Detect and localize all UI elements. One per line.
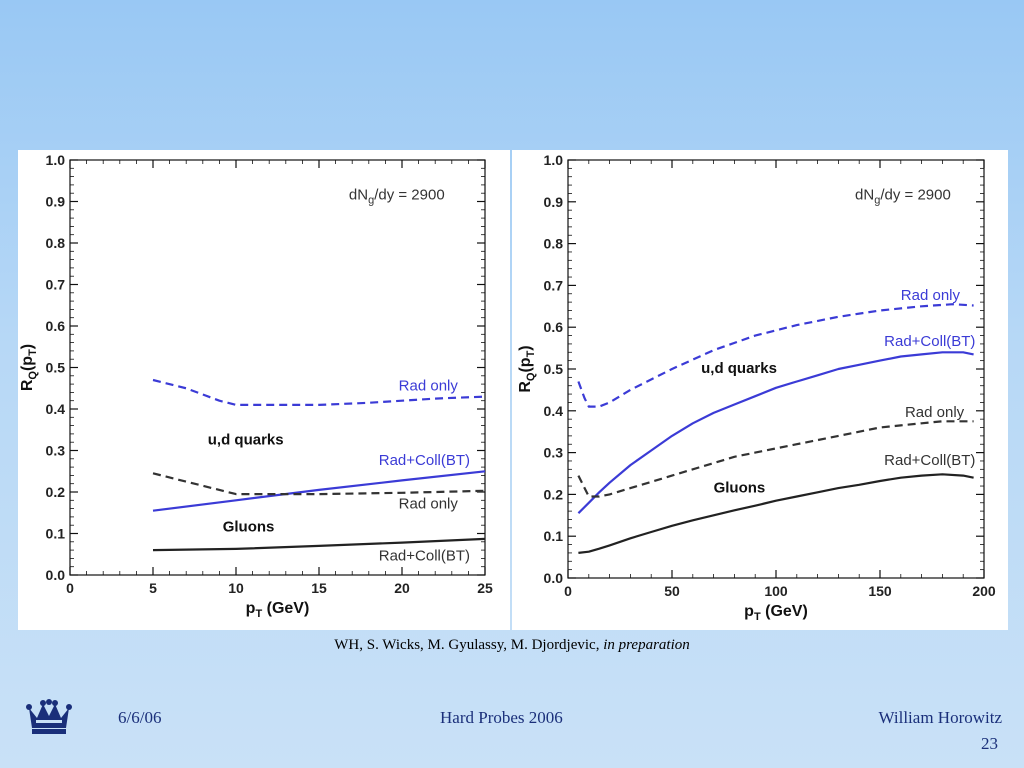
footer-conference: Hard Probes 2006	[440, 708, 563, 727]
chart-annotation: Rad only	[399, 496, 459, 513]
x-tick-label: 50	[664, 583, 680, 599]
y-axis-title: RQ(pT)	[19, 344, 39, 391]
footer-page-number: 23	[981, 734, 998, 753]
y-tick-label: 0.2	[544, 486, 564, 502]
y-tick-label: 0.4	[544, 403, 564, 419]
x-tick-label: 0	[564, 583, 572, 599]
gluons-rad-only-line	[152, 472, 486, 496]
quarks-rad-only-line	[152, 378, 486, 406]
y-tick-label: 0.1	[544, 528, 564, 544]
chart-annotation: dNg/dy = 2900	[855, 187, 951, 207]
left-chart: 0.0 0.1 0.2 0.3 0.4 0.5 0.6 0.7 0.8 0.9 1.0 0 5 10 15 2…	[19, 152, 493, 620]
chart-annotation: Rad+Coll(BT)	[884, 333, 975, 350]
right-plot-panel: 0.0 0.1 0.2 0.3 0.4 0.5 0.6 0.7 0.8 0.9 1.0 0 50 100 1…	[512, 150, 1008, 630]
crown-icon	[26, 699, 72, 734]
x-tick-label: 10	[228, 580, 244, 596]
plot-frame	[69, 159, 486, 576]
y-tick-label: 0.8	[544, 236, 564, 252]
quarks-rad-coll-line	[577, 351, 974, 514]
x-tick-label: 0	[66, 580, 74, 596]
y-tick-label: 0.4	[46, 401, 66, 417]
gluons-rad-coll-line	[152, 537, 486, 552]
x-tick-label: 20	[394, 580, 410, 596]
x-tick-label: 200	[972, 583, 996, 599]
figure-caption: WH, S. Wicks, M. Gyulassy, M. Djordjevic…	[0, 637, 1024, 654]
y-tick-label: 0.0	[46, 567, 66, 583]
chart-annotation: Rad+Coll(BT)	[884, 452, 975, 469]
chart-annotation: Gluons	[714, 479, 766, 496]
chart-annotation: dNg/dy = 2900	[349, 186, 445, 206]
y-tick-label: 1.0	[544, 152, 564, 168]
x-axis-title: pT (GeV)	[744, 603, 808, 623]
y-tick-label: 0.7	[544, 277, 564, 293]
chart-annotation: Gluons	[223, 518, 275, 535]
left-plot-panel: 0.0 0.1 0.2 0.3 0.4 0.5 0.6 0.7 0.8 0.9 1.0 0 5 10 15 2…	[18, 150, 510, 630]
y-tick-label: 0.9	[46, 194, 66, 210]
y-tick-label: 0.6	[46, 318, 66, 334]
x-axis-title: pT (GeV)	[246, 600, 310, 620]
chart-annotation: Rad+Coll(BT)	[379, 547, 470, 564]
y-tick-label: 0.5	[544, 361, 564, 377]
y-tick-label: 0.0	[544, 570, 564, 586]
footer-date: 6/6/06	[118, 708, 162, 727]
caption-authors: WH, S. Wicks, M. Gyulassy, M. Djordjevic…	[334, 637, 604, 653]
x-tick-label: 100	[764, 583, 788, 599]
chart-annotation: Rad only	[399, 377, 459, 394]
y-tick-label: 0.9	[544, 194, 564, 210]
footer-author: William Horowitz	[878, 708, 1002, 727]
gluons-rad-only-line	[577, 420, 974, 498]
y-tick-label: 0.6	[544, 319, 564, 335]
x-tick-label: 150	[868, 583, 892, 599]
chart-annotation: Rad only	[905, 404, 965, 421]
y-tick-label: 0.3	[544, 445, 564, 461]
caption-status: in preparation	[603, 637, 690, 653]
right-chart: 0.0 0.1 0.2 0.3 0.4 0.5 0.6 0.7 0.8 0.9 1.0 0 50 100 1…	[517, 152, 996, 623]
x-tick-label: 15	[311, 580, 327, 596]
y-tick-label: 0.7	[46, 277, 66, 293]
quarks-rad-only-line	[577, 303, 974, 408]
y-tick-label: 0.3	[46, 443, 66, 459]
y-tick-label: 0.1	[46, 526, 66, 542]
x-tick-label: 5	[149, 580, 157, 596]
chart-annotation: Rad only	[901, 287, 961, 304]
y-tick-label: 0.8	[46, 235, 66, 251]
y-tick-label: 0.2	[46, 484, 66, 500]
gluons-rad-coll-line	[578, 473, 974, 554]
y-axis-title: RQ(pT)	[517, 345, 537, 392]
x-tick-label: 25	[477, 580, 493, 596]
y-tick-label: 1.0	[46, 152, 66, 168]
y-tick-label: 0.5	[46, 360, 66, 376]
chart-annotation: Rad+Coll(BT)	[379, 452, 470, 469]
quarks-rad-coll-line	[152, 470, 486, 512]
chart-annotation: u,d quarks	[208, 431, 284, 448]
chart-annotation: u,d quarks	[701, 360, 777, 377]
